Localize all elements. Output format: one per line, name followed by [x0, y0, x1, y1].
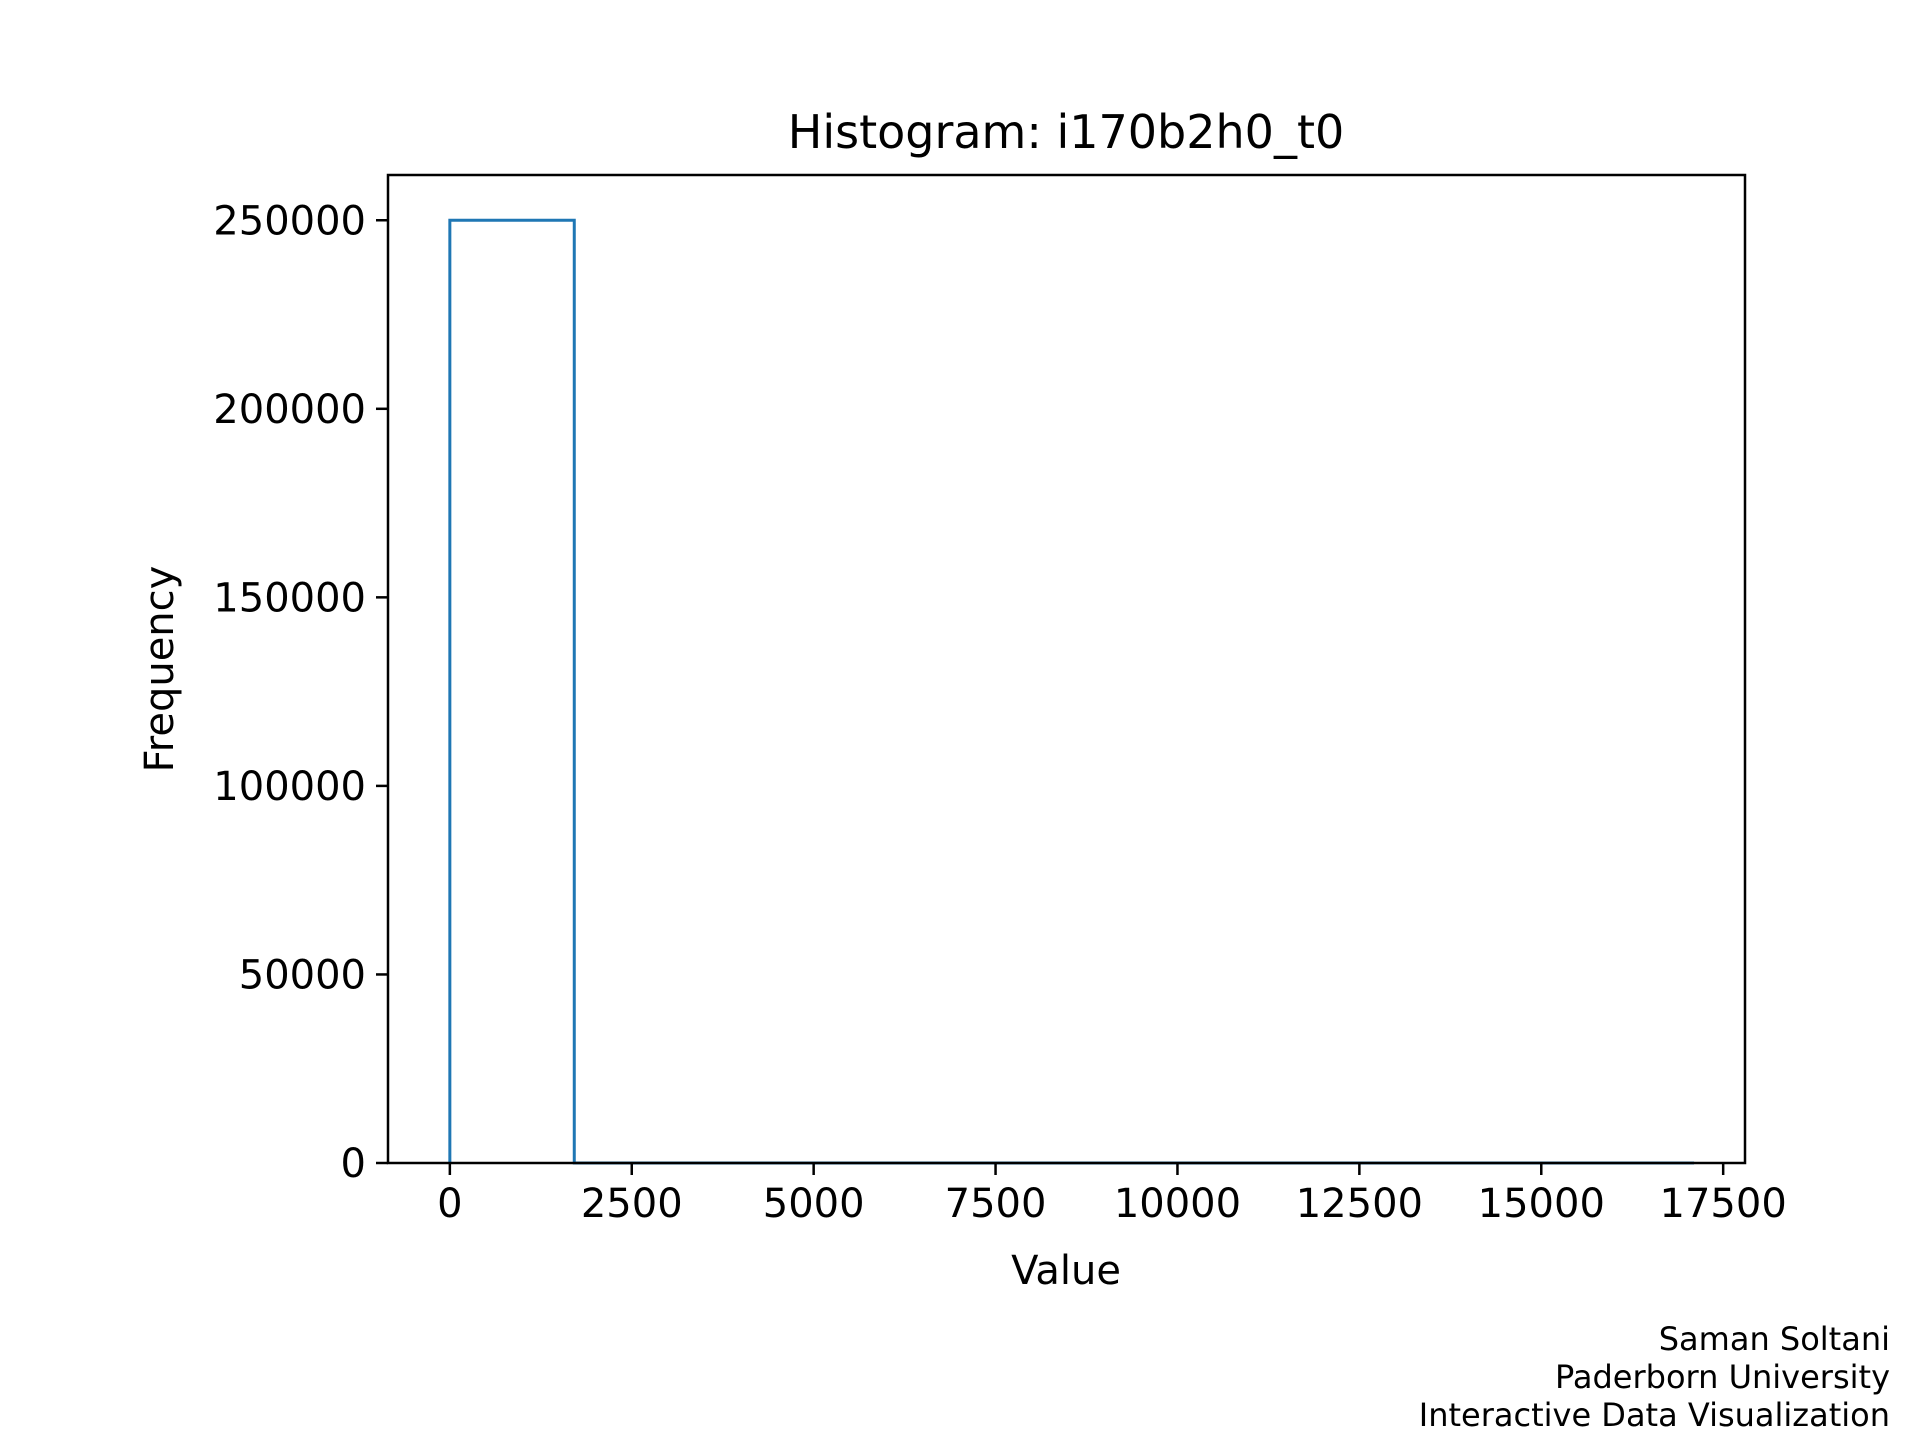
x-axis-ticks: 0 2500 5000 7500 10000 12500 15000 17500 [437, 1163, 1787, 1227]
credit-affiliation: Paderborn University [1555, 1358, 1890, 1396]
histogram-step-outline [448, 218, 1695, 1165]
chart-title: Histogram: i170b2h0_t0 [788, 105, 1345, 159]
x-tick-label: 17500 [1660, 1181, 1787, 1227]
x-tick-label: 5000 [763, 1181, 865, 1227]
y-axis-ticks: 0 50000 100000 150000 200000 250000 [213, 198, 388, 1187]
y-tick-label: 100000 [213, 764, 366, 810]
y-tick-label: 250000 [213, 198, 366, 244]
credit-author: Saman Soltani [1658, 1320, 1890, 1358]
histogram-bars [448, 218, 1695, 1165]
x-axis-label: Value [1011, 1248, 1121, 1294]
credit-course: Interactive Data Visualization [1418, 1396, 1890, 1434]
x-tick-label: 0 [437, 1181, 462, 1227]
y-tick-label: 0 [341, 1141, 366, 1187]
y-tick-label: 50000 [239, 952, 366, 998]
y-tick-label: 200000 [213, 387, 366, 433]
plot-area-frame [386, 173, 1747, 1165]
x-tick-label: 12500 [1296, 1181, 1423, 1227]
x-tick-label: 15000 [1478, 1181, 1605, 1227]
x-tick-label: 2500 [581, 1181, 683, 1227]
y-tick-label: 150000 [213, 575, 366, 621]
x-tick-label: 7500 [945, 1181, 1047, 1227]
x-tick-label: 10000 [1114, 1181, 1241, 1227]
y-axis-label: Frequency [137, 566, 183, 773]
